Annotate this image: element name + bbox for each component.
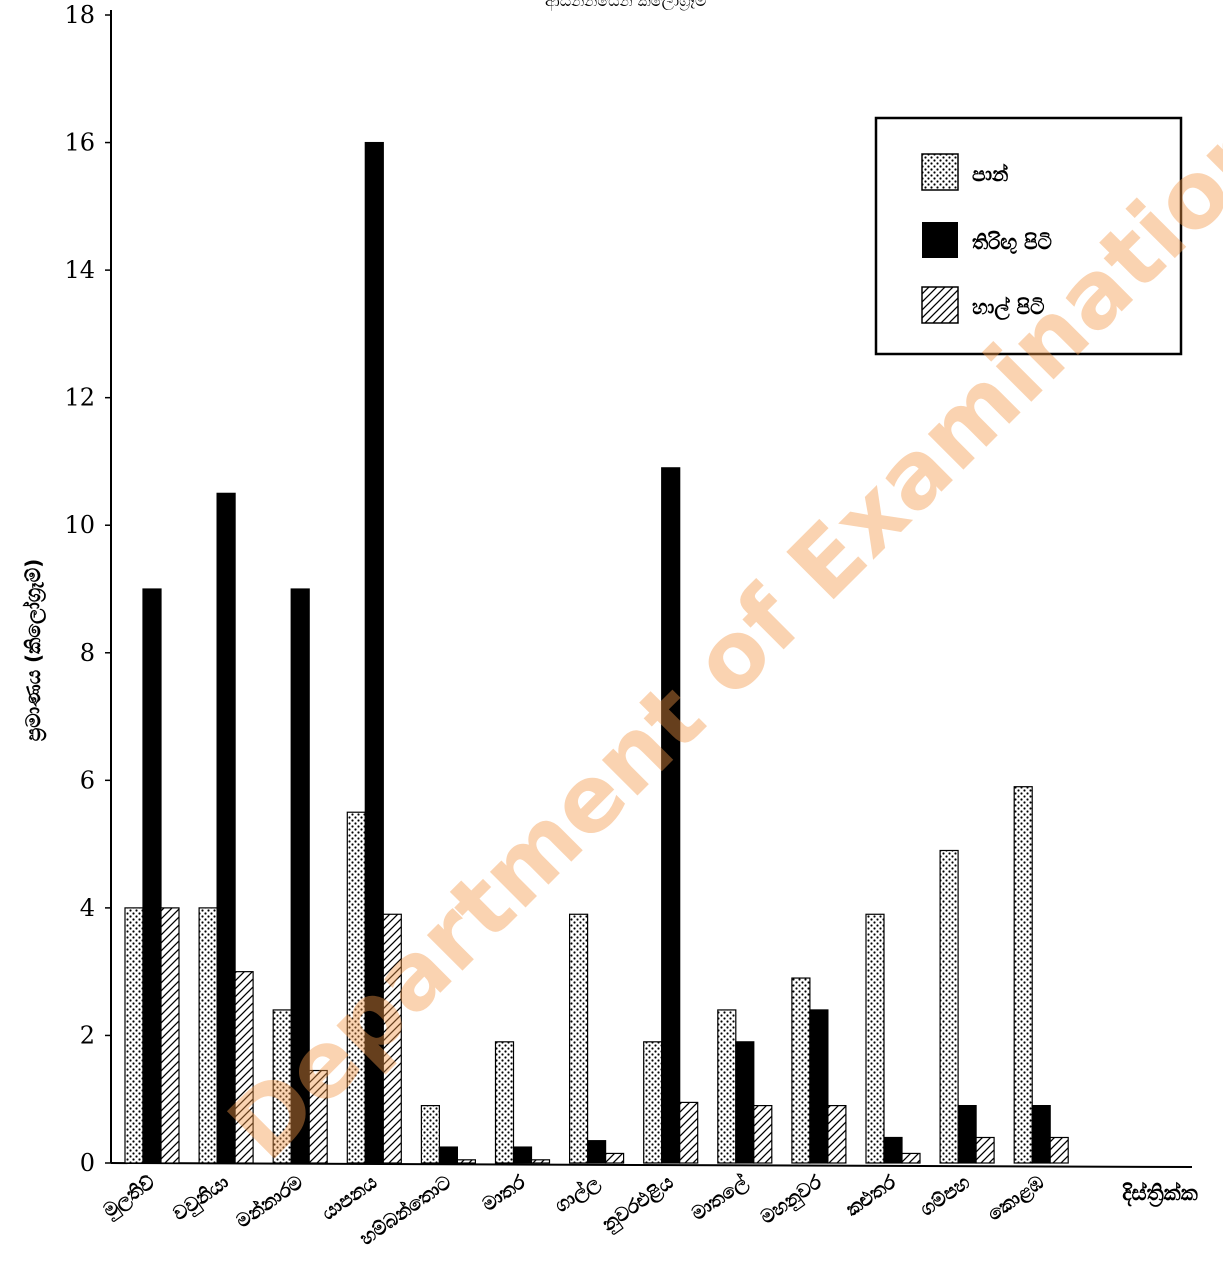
bar <box>382 913 402 1164</box>
legend-label-wheat-flour: තිරිඟු පිටි <box>972 230 1052 255</box>
y-tick-label: 16 <box>64 129 95 157</box>
y-tick-label: 10 <box>64 511 95 539</box>
x-axis-line <box>110 1162 1193 1168</box>
bar <box>456 1159 476 1164</box>
y-tick-label: 18 <box>64 1 95 29</box>
legend-label-rice-flour: හාල් පිටි <box>972 295 1044 321</box>
bar <box>420 1104 440 1164</box>
x-tick-label: මහනුවර <box>756 1171 827 1231</box>
bar <box>901 1152 921 1164</box>
y-tick-label: 6 <box>80 766 95 794</box>
bar <box>717 1009 737 1164</box>
x-axis-label: දිස්ත්‍රික්ක <box>1122 1181 1198 1208</box>
y-axis-label: ප්‍රමාණය (කිලෝග්‍රෑම්) <box>21 559 48 742</box>
y-tick-label: 0 <box>80 1149 95 1177</box>
bar <box>643 1041 663 1164</box>
bar <box>216 492 236 1164</box>
legend-swatch-bread <box>921 153 959 191</box>
bar <box>957 1104 977 1164</box>
x-tick-label: මාතලේ <box>688 1170 754 1226</box>
bar <box>586 1140 607 1164</box>
bar <box>142 588 162 1164</box>
bar <box>568 913 589 1164</box>
bar <box>494 1041 515 1164</box>
bar <box>791 977 811 1164</box>
bar <box>530 1159 551 1164</box>
y-tick-label: 14 <box>64 256 95 284</box>
bar <box>160 907 180 1164</box>
bar <box>438 1146 458 1164</box>
x-tick-label: ගම්පහ <box>916 1171 974 1221</box>
bar <box>604 1152 625 1164</box>
bar <box>234 971 254 1164</box>
x-tick-label: මන්නාරම <box>232 1171 307 1233</box>
x-tick-label: නුවරඑළිය <box>597 1171 679 1238</box>
y-tick-label: 12 <box>64 384 95 412</box>
y-axis: 0 2 4 6 8 10 12 14 16 18 <box>64 1 112 1177</box>
bar <box>679 1101 699 1164</box>
y-tick-label: 4 <box>80 894 95 922</box>
bar <box>124 907 144 1164</box>
x-tick-label: යාපනය <box>318 1171 382 1225</box>
bar <box>661 467 681 1164</box>
bar <box>512 1146 533 1164</box>
legend: පාන් තිරිඟු පිටි හාල් පිටි <box>874 116 1183 356</box>
bar <box>865 913 885 1164</box>
bar <box>883 1136 903 1164</box>
bar <box>346 811 366 1164</box>
x-tick-label: කොළඹ <box>984 1171 1049 1226</box>
bar <box>753 1104 773 1164</box>
bar <box>809 1009 829 1164</box>
legend-label-bread: පාන් <box>972 162 1008 186</box>
y-tick-label: 2 <box>80 1021 95 1049</box>
bar <box>364 141 384 1164</box>
x-tick-label: මාතර <box>478 1171 529 1216</box>
legend-swatch-rice-flour <box>921 286 959 324</box>
bar <box>735 1041 755 1164</box>
bar <box>198 907 218 1164</box>
bar <box>1049 1136 1069 1164</box>
bar <box>290 588 310 1164</box>
bar <box>827 1104 847 1164</box>
title-fragment: ආසන්නයෙන් කිලෝග්‍රෑම <box>545 0 707 10</box>
bar <box>272 1009 292 1164</box>
x-tick-label: ගාල්ල <box>551 1171 605 1218</box>
bar <box>1013 786 1033 1164</box>
x-tick-label: මුලතිව් <box>99 1171 160 1224</box>
y-tick-label: 8 <box>80 639 95 667</box>
x-axis <box>110 1162 1193 1168</box>
x-tick-label: කළුතර <box>842 1171 900 1221</box>
bar <box>975 1136 995 1164</box>
bar <box>1031 1104 1051 1164</box>
x-tick-label: වවුනියා <box>169 1171 234 1227</box>
bar <box>308 1069 328 1164</box>
legend-swatch-wheat-flour <box>922 222 958 258</box>
bar <box>939 849 959 1164</box>
